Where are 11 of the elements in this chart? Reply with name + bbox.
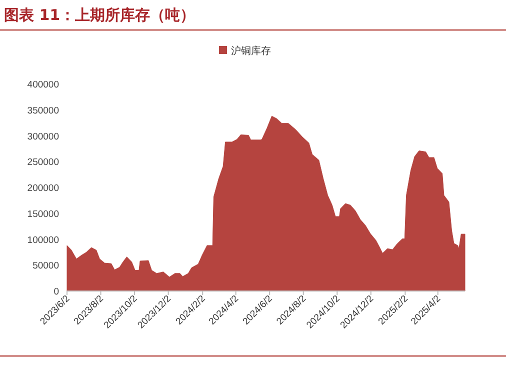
- y-tick-label: 100000: [27, 234, 59, 246]
- y-tick-label: 50000: [32, 260, 59, 272]
- legend-label: 沪铜库存: [231, 45, 271, 57]
- y-tick-label: 150000: [27, 208, 59, 220]
- y-tick-label: 350000: [27, 105, 59, 116]
- chart-title: 图表 11：上期所库存（吨）: [4, 6, 196, 24]
- y-tick-label: 400000: [27, 80, 59, 90]
- y-tick-label: 200000: [27, 183, 59, 194]
- y-tick-label: 300000: [27, 131, 59, 142]
- y-tick-label: 0: [54, 286, 59, 298]
- y-tick-label: 250000: [27, 157, 59, 168]
